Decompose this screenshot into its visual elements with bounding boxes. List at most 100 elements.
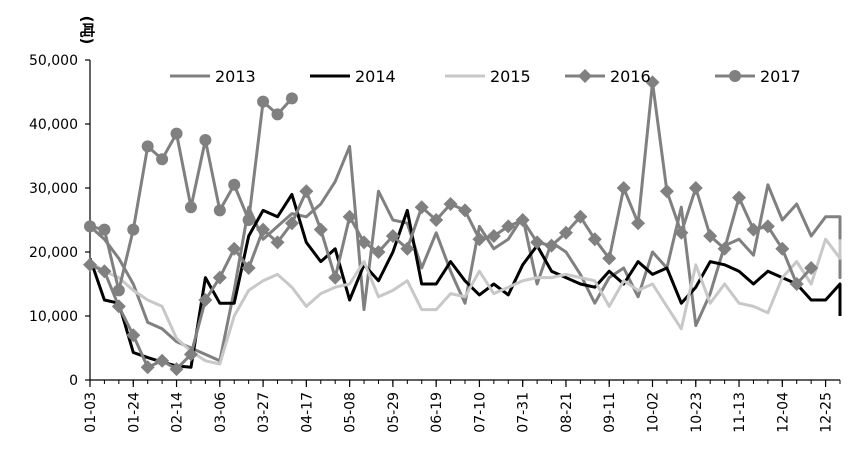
legend: 2013 2014 2015 2016 2017	[170, 67, 801, 86]
legend-label: 2017	[760, 67, 801, 86]
point-marker-2016	[414, 200, 429, 215]
point-marker-2017	[141, 140, 154, 153]
x-tick-label: 07-31	[516, 392, 532, 433]
x-tick-label: 01-03	[83, 392, 99, 433]
point-marker-2017	[199, 134, 212, 146]
point-marker-2017	[156, 153, 169, 166]
point-marker-2016	[371, 245, 386, 259]
x-tick-label: 10-23	[689, 392, 705, 433]
point-marker-2016	[443, 197, 458, 211]
point-marker-2016	[299, 184, 314, 199]
x-tick-label: 03-06	[213, 392, 229, 433]
point-marker-2016	[198, 293, 213, 307]
legend-label: 2015	[490, 67, 531, 86]
legend-label: 2014	[355, 67, 396, 86]
point-marker-2016	[140, 360, 155, 375]
point-marker-2016	[227, 241, 242, 256]
x-tick-label: 05-29	[386, 392, 402, 433]
point-marker-2016	[126, 328, 141, 343]
point-marker-2016	[760, 219, 775, 234]
x-tick-label: 06-19	[429, 392, 445, 433]
point-marker-2016	[530, 235, 545, 250]
point-marker-2016	[429, 213, 444, 227]
legend-swatch-marker	[578, 69, 592, 83]
point-marker-2016	[385, 229, 400, 243]
x-tick-label: 09-11	[602, 392, 618, 433]
point-marker-2016	[458, 203, 472, 218]
point-marker-2017	[98, 223, 111, 236]
point-marker-2016	[400, 241, 415, 256]
x-tick-label: 10-02	[646, 392, 662, 433]
y-tick-label: 40,000	[29, 117, 78, 133]
point-marker-2016	[169, 362, 184, 377]
point-marker-2017	[242, 214, 255, 226]
point-marker-2016	[544, 238, 559, 253]
point-marker-2016	[270, 235, 285, 250]
point-marker-2016	[732, 190, 747, 205]
point-marker-2016	[688, 181, 703, 195]
point-marker-2016	[515, 213, 530, 227]
legend-label: 2013	[215, 67, 256, 86]
point-marker-2016	[83, 257, 97, 272]
y-tick-label: 50,000	[29, 53, 78, 69]
point-marker-2016	[804, 261, 819, 275]
point-marker-2016	[472, 232, 487, 247]
point-marker-2016	[602, 251, 617, 266]
series-2016	[83, 75, 819, 377]
x-tick-label: 08-21	[559, 392, 575, 433]
point-marker-2017	[228, 178, 241, 191]
point-marker-2016	[313, 222, 328, 237]
point-marker-2016	[212, 270, 227, 285]
point-marker-2016	[659, 184, 674, 199]
series-2017	[84, 92, 298, 297]
point-marker-2016	[486, 229, 501, 243]
series-line-2015	[89, 237, 842, 366]
point-marker-2016	[717, 241, 732, 256]
point-marker-2016	[155, 353, 170, 368]
x-tick-label: 04-17	[299, 392, 315, 433]
point-marker-2017	[84, 220, 96, 233]
point-marker-2017	[271, 108, 284, 121]
point-marker-2016	[746, 222, 761, 237]
point-marker-2017	[257, 95, 270, 108]
x-tick-label: 05-08	[343, 392, 359, 433]
legend-item-2015: 2015	[445, 67, 531, 86]
x-tick-label: 12-04	[775, 392, 791, 433]
point-marker-2016	[357, 235, 372, 250]
point-marker-2016	[342, 209, 357, 224]
point-marker-2017	[184, 201, 197, 214]
series-layer	[83, 75, 842, 377]
point-marker-2017	[170, 127, 183, 140]
y-tick-label: 30,000	[29, 181, 78, 197]
x-tick-label: 01-24	[126, 392, 142, 433]
y-tick-label: 10,000	[29, 309, 78, 325]
series-2013	[89, 144, 842, 363]
legend-label: 2016	[610, 67, 651, 86]
legend-item-2014: 2014	[310, 67, 396, 86]
point-marker-2016	[328, 270, 343, 285]
point-marker-2017	[127, 223, 140, 236]
point-marker-2016	[703, 229, 718, 243]
point-marker-2016	[256, 222, 271, 237]
point-marker-2016	[501, 219, 516, 234]
point-marker-2016	[573, 209, 588, 224]
point-marker-2016	[631, 216, 646, 231]
series-line-2014	[88, 192, 842, 369]
point-marker-2016	[587, 232, 602, 247]
x-tick-label: 12-25	[819, 392, 835, 433]
series-line-2013	[89, 144, 842, 363]
point-marker-2016	[789, 277, 804, 291]
point-marker-2016	[111, 299, 126, 314]
point-marker-2017	[112, 284, 125, 297]
legend-item-2013: 2013	[170, 67, 256, 86]
point-marker-2016	[775, 241, 790, 256]
point-marker-2017	[285, 92, 298, 105]
x-tick-label: 11-13	[732, 392, 748, 433]
point-marker-2016	[558, 225, 573, 240]
x-tick-label: 07-10	[472, 392, 488, 433]
point-marker-2016	[645, 75, 660, 90]
x-tick-label: 02-14	[170, 392, 186, 433]
series-line-2016	[89, 80, 813, 371]
point-marker-2016	[674, 225, 689, 240]
series-2015	[89, 237, 842, 366]
